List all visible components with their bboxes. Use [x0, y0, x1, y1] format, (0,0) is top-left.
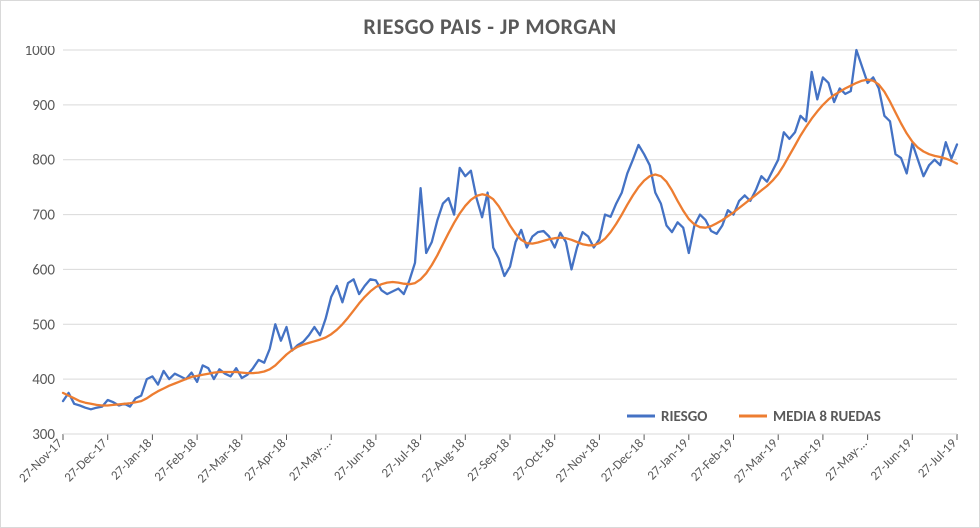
svg-text:700: 700 — [32, 207, 55, 225]
svg-text:27-Jan-19: 27-Jan-19 — [645, 436, 692, 483]
svg-text:400: 400 — [32, 371, 55, 389]
svg-text:27-Jul-18: 27-Jul-18 — [379, 436, 424, 481]
chart-title: RIESGO PAIS - JP MORGAN — [15, 13, 965, 40]
svg-text:1000: 1000 — [25, 46, 56, 60]
svg-text:27-Jan-18: 27-Jan-18 — [108, 436, 155, 483]
svg-text:27-Nov-18: 27-Nov-18 — [553, 436, 603, 486]
svg-text:27-Dec-17: 27-Dec-17 — [62, 436, 111, 485]
svg-text:27-May-…: 27-May-… — [286, 436, 334, 484]
chart-svg: 300400500600700800900100027-Nov-1727-Dec… — [15, 46, 967, 526]
svg-text:MEDIA 8 RUEDAS: MEDIA 8 RUEDAS — [773, 408, 881, 426]
svg-text:RIESGO: RIESGO — [661, 408, 707, 426]
svg-text:27-Apr-18: 27-Apr-18 — [241, 436, 289, 484]
svg-text:27-Feb-18: 27-Feb-18 — [152, 436, 201, 485]
svg-text:900: 900 — [32, 97, 55, 115]
svg-text:800: 800 — [32, 152, 55, 170]
svg-text:27-May-…: 27-May-… — [822, 436, 870, 484]
svg-text:600: 600 — [32, 261, 55, 279]
svg-text:27-Mar-18: 27-Mar-18 — [195, 436, 245, 486]
svg-text:500: 500 — [32, 316, 55, 334]
plot-area: 300400500600700800900100027-Nov-1727-Dec… — [15, 46, 965, 506]
svg-text:27-Jun-19: 27-Jun-19 — [868, 436, 916, 484]
svg-text:27-Mar-19: 27-Mar-19 — [731, 436, 781, 486]
svg-text:27-Feb-19: 27-Feb-19 — [688, 436, 737, 485]
svg-text:27-Sep-18: 27-Sep-18 — [464, 436, 513, 485]
chart-container: RIESGO PAIS - JP MORGAN 3004005006007008… — [0, 0, 980, 528]
svg-text:27-Aug-18: 27-Aug-18 — [419, 436, 469, 486]
svg-text:27-Apr-19: 27-Apr-19 — [778, 436, 826, 484]
svg-text:27-Oct-18: 27-Oct-18 — [510, 436, 558, 484]
svg-text:27-Dec-18: 27-Dec-18 — [598, 436, 647, 485]
svg-text:27-Jul-19: 27-Jul-19 — [915, 436, 960, 481]
svg-text:27-Jun-18: 27-Jun-18 — [331, 436, 379, 484]
